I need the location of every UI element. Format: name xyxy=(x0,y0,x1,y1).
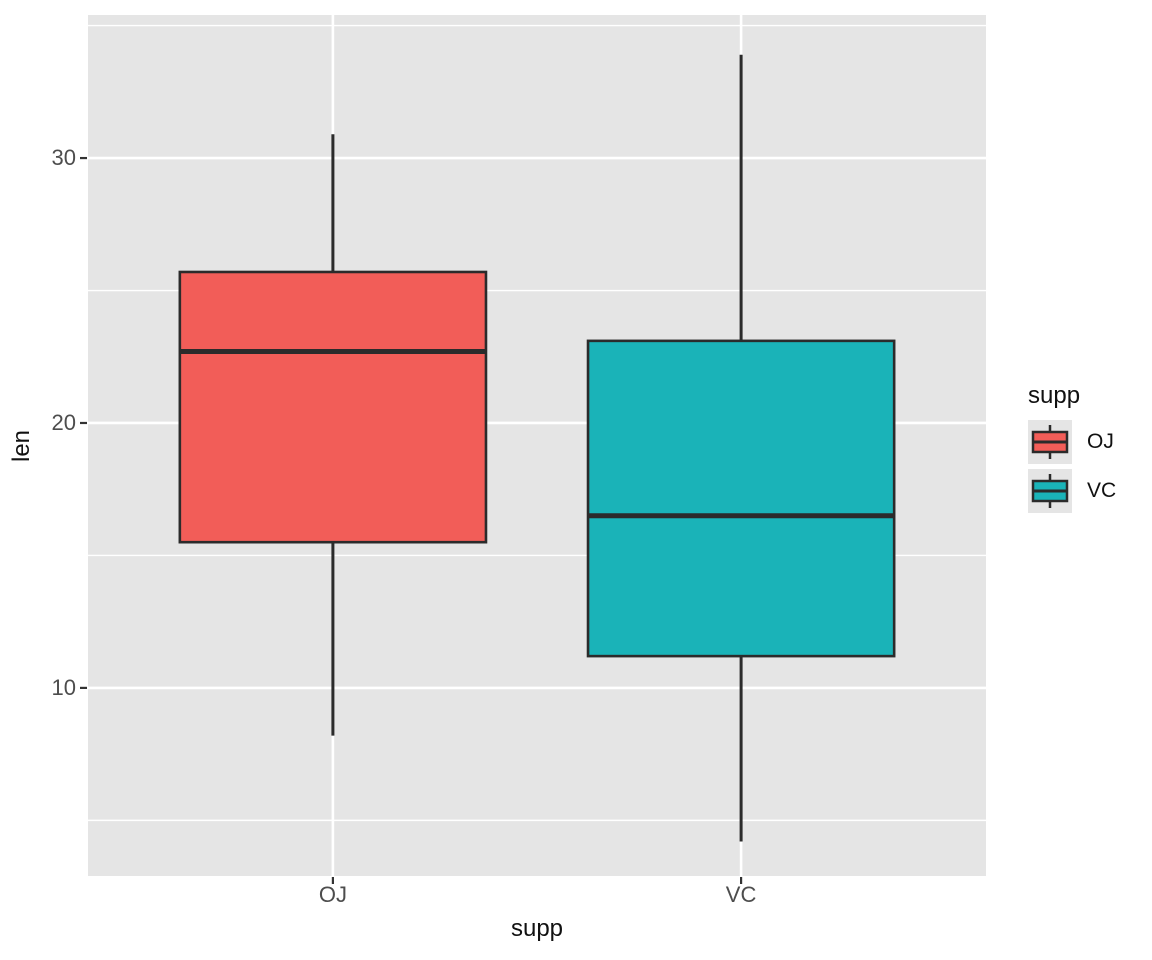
x-axis-title: supp xyxy=(510,915,564,942)
legend: supp OJ VC xyxy=(1028,382,1148,518)
legend-title: supp xyxy=(1028,382,1081,409)
x-tick-label: OJ xyxy=(318,882,347,907)
y-tick-label: 10 xyxy=(51,674,76,700)
legend-label: OJ xyxy=(1087,430,1114,453)
legend-key-boxplot-icon xyxy=(1028,420,1072,464)
legend-entry: OJ xyxy=(1028,420,1148,464)
y-axis-title: len xyxy=(8,429,35,462)
legend-key-boxplot-icon xyxy=(1028,469,1072,513)
legend-entry: VC xyxy=(1028,469,1148,513)
x-tick-label: VC xyxy=(725,882,757,907)
y-tick-label: 20 xyxy=(51,409,76,435)
y-tick-label: 30 xyxy=(51,145,76,171)
legend-label: VC xyxy=(1087,479,1117,502)
